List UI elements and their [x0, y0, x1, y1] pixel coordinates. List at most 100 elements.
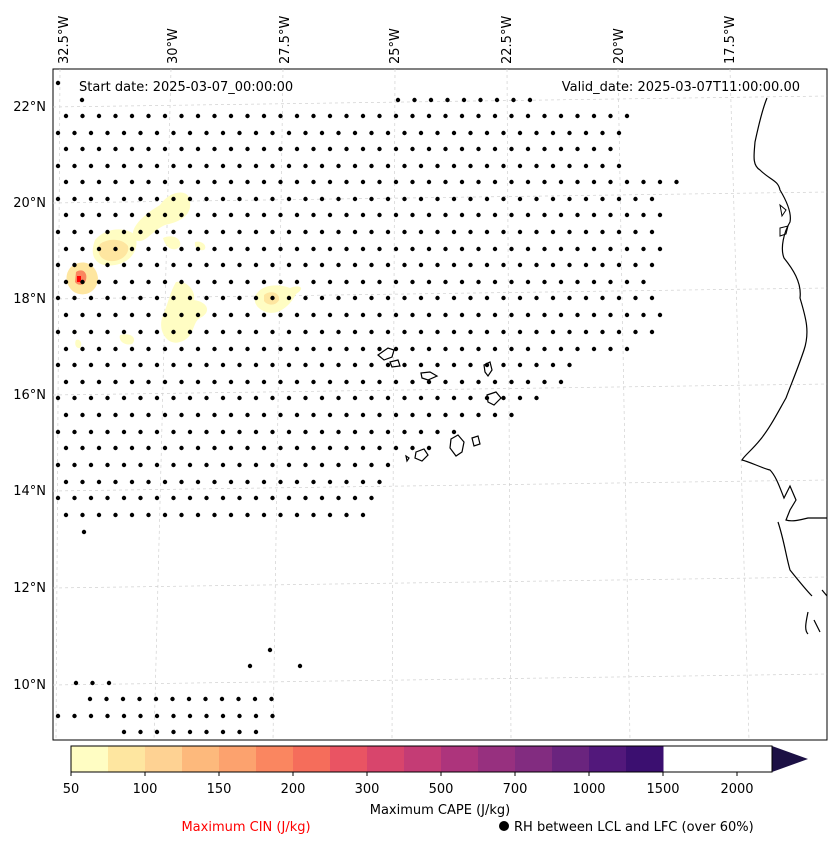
lat-label: 10°N [13, 678, 46, 693]
rh-dot [311, 279, 316, 285]
rh-dot [212, 479, 217, 485]
rh-dot [55, 262, 61, 268]
rh-dot [542, 346, 547, 352]
rh-dot [525, 246, 531, 252]
rh-dot [187, 229, 193, 235]
rh-dot [72, 429, 77, 435]
rh-dot [81, 529, 87, 535]
rh-dot [121, 130, 127, 136]
rh-dot [261, 479, 267, 485]
rh-dot [608, 113, 613, 119]
rh-dot [649, 329, 655, 335]
rh-dot [426, 146, 432, 152]
rh-dot [105, 229, 110, 235]
rh-dot [319, 395, 325, 401]
rh-dot [63, 212, 69, 218]
rh-dot [261, 379, 267, 385]
rh-dot [583, 163, 589, 169]
rh-dot [633, 229, 638, 235]
rh-dot [55, 196, 61, 202]
rh-dot [377, 312, 382, 318]
rh-dot [203, 696, 208, 702]
rh-dot [162, 113, 168, 119]
rh-dot [608, 179, 613, 185]
rh-dot [558, 179, 564, 185]
rh-dot [204, 395, 209, 401]
rh-dot [451, 395, 457, 401]
rh-dot [319, 462, 325, 468]
rh-dot [113, 512, 118, 518]
rh-dot [253, 713, 259, 719]
rh-dot [352, 196, 358, 202]
rh-dot [418, 395, 424, 401]
rh-dot [294, 279, 300, 285]
rh-dot [492, 246, 498, 252]
rh-dot [410, 146, 415, 152]
rh-dot [360, 279, 366, 285]
rh-dot [80, 146, 85, 152]
rh-dot [294, 179, 300, 185]
rh-dot [171, 295, 176, 301]
rh-dot [261, 312, 267, 318]
rh-dot [253, 229, 259, 235]
rh-dot [121, 295, 127, 301]
colorbar-tick-label: 2000 [720, 782, 753, 797]
rh-dot [88, 462, 94, 468]
rh-dot [129, 246, 135, 252]
rh-dot [344, 312, 349, 318]
colorbar-segment [589, 746, 627, 772]
rh-dot [435, 163, 440, 169]
rh-dot [195, 412, 201, 418]
rh-dot [360, 113, 366, 119]
rh-dot [517, 262, 523, 268]
lon-label: 17.5°W [723, 16, 738, 64]
rh-dot [270, 395, 275, 401]
rh-dot [270, 130, 275, 136]
rh-dot [72, 462, 77, 468]
rh-dot [171, 395, 176, 401]
rh-dot [162, 379, 168, 385]
coast-islet [779, 203, 787, 218]
rh-dot [492, 179, 498, 185]
rh-dot [344, 479, 349, 485]
rh-dot [501, 229, 506, 235]
rh-dot [179, 312, 184, 318]
rh-dot [179, 179, 184, 185]
rh-dot [278, 279, 283, 285]
rh-dot [286, 130, 292, 136]
rh-dot [410, 312, 415, 318]
rh-dot [600, 262, 605, 268]
rh-dot [171, 729, 176, 735]
rh-dot [435, 196, 440, 202]
rh-dot [105, 713, 110, 719]
rh-dot [542, 379, 547, 385]
rh-dot [253, 495, 259, 501]
rh-dot [278, 379, 283, 385]
rh-dot [468, 395, 473, 401]
rh-dot [534, 262, 539, 268]
rh-dot [63, 379, 69, 385]
rh-dot [72, 395, 77, 401]
rh-dot [138, 362, 143, 368]
rh-dot [162, 312, 168, 318]
rh-dot [426, 379, 432, 385]
rh-dot [344, 179, 349, 185]
rh-dot [575, 113, 580, 119]
rh-dot [542, 212, 547, 218]
rh-dot [80, 479, 85, 485]
rh-dot [220, 163, 226, 169]
rh-dot [113, 246, 118, 252]
rh-dot [303, 429, 308, 435]
rh-dot [600, 196, 605, 202]
rh-dot [55, 395, 61, 401]
rh-dot [253, 130, 259, 136]
rh-dot [567, 329, 572, 335]
lat-label: 14°N [13, 484, 46, 499]
rh-dot [154, 462, 160, 468]
colorbar-segment [330, 746, 368, 772]
rh-dot [228, 512, 234, 518]
rh-dot [80, 412, 85, 418]
rh-dot [129, 379, 135, 385]
rh-dot [228, 445, 234, 451]
rh-dot [162, 479, 168, 485]
